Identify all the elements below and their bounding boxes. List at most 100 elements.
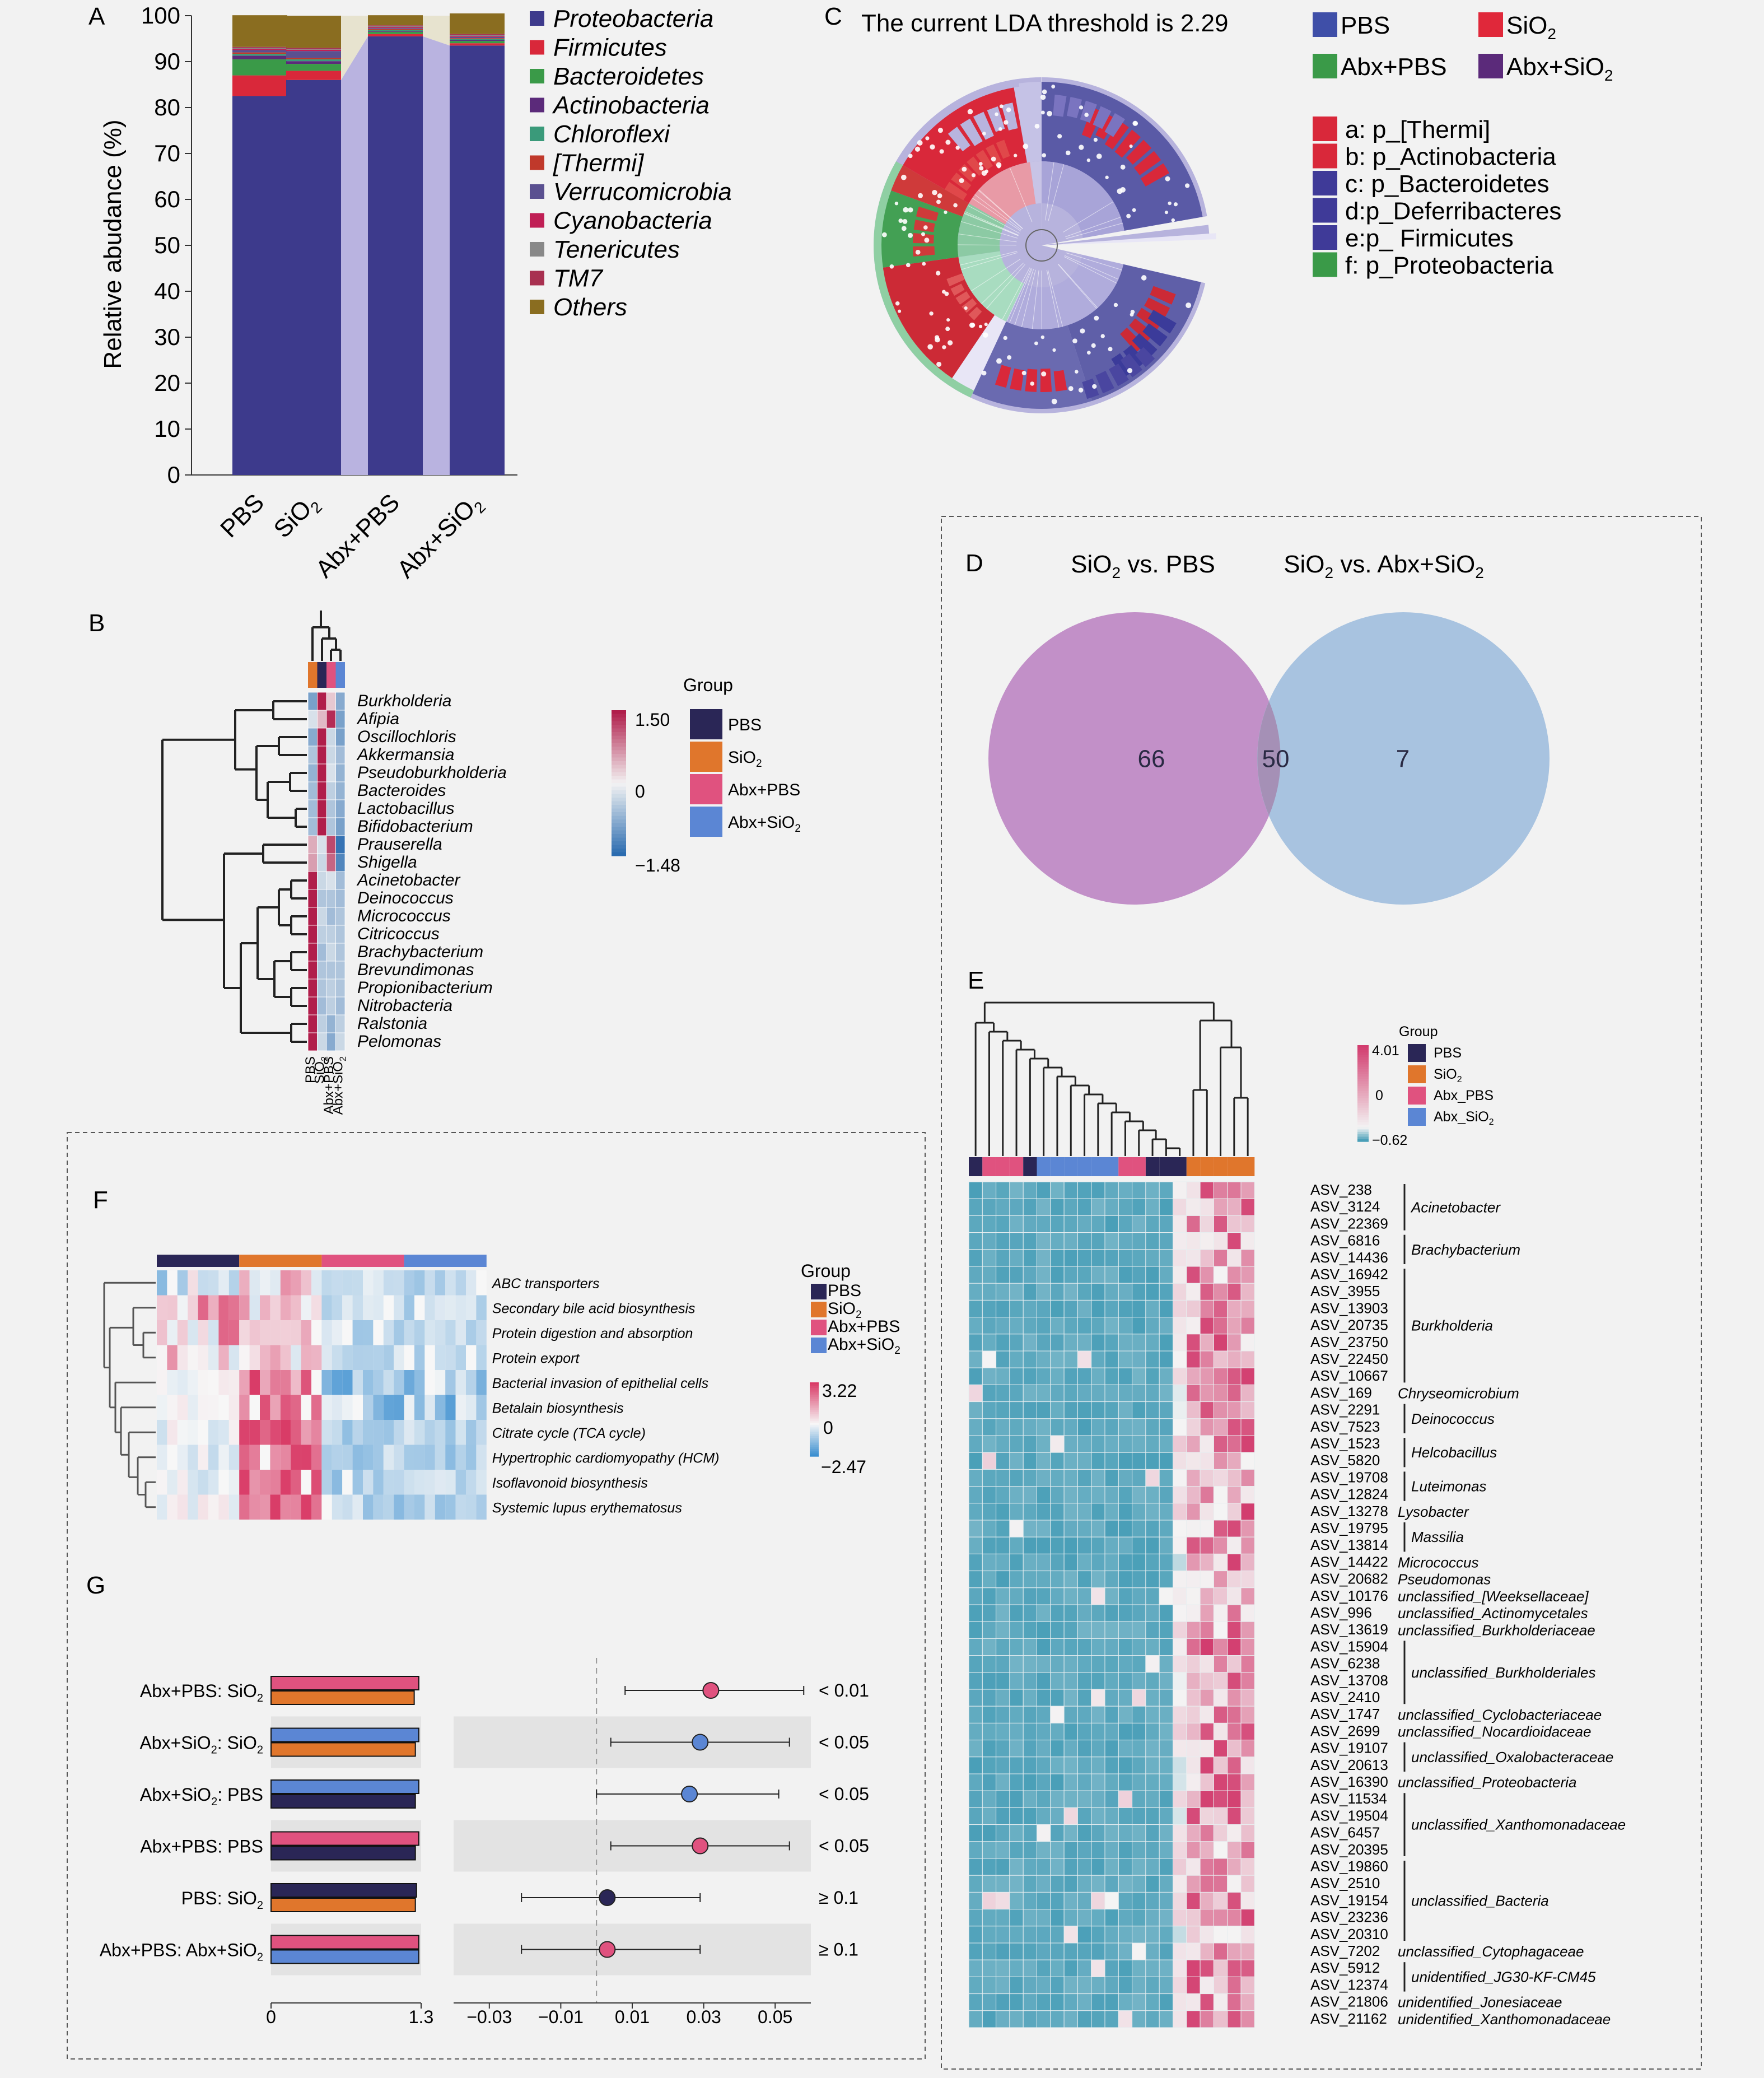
- heatmap-cell: [1132, 1672, 1146, 1690]
- colorbar-step: [612, 714, 626, 718]
- heatmap-cell: [1091, 1706, 1105, 1723]
- clade-sector: [995, 365, 1011, 388]
- heatmap-cell: [167, 1320, 178, 1345]
- heatmap-cell: [1186, 1706, 1201, 1723]
- heatmap-cell: [968, 1807, 983, 1825]
- heatmap-cell: [1159, 1571, 1173, 1588]
- group-annotation-cell: [1077, 1157, 1091, 1176]
- clade-node: [1126, 213, 1131, 218]
- heatmap-cell: [968, 1672, 983, 1690]
- heatmap-cell: [208, 1345, 219, 1370]
- heatmap-cell: [326, 925, 336, 944]
- heatmap-cell: [1118, 1299, 1133, 1318]
- bar-segment-proteobacteria: [450, 45, 505, 476]
- heatmap-cell: [996, 1198, 1010, 1216]
- heatmap-cell: [1145, 1604, 1160, 1622]
- heatmap-cell: [1132, 1520, 1146, 1537]
- clade-branch: [1009, 268, 1033, 323]
- heatmap-cell: [291, 1420, 301, 1445]
- heatmap-cell: [1213, 1587, 1228, 1605]
- clade-node: [1051, 85, 1056, 88]
- panel-a-ytick-label: 40: [154, 278, 180, 304]
- heatmap-cell: [1240, 1638, 1255, 1656]
- heatmap-cell: [1240, 1469, 1255, 1487]
- heatmap-cell: [1063, 1486, 1078, 1504]
- heatmap-cell: [1173, 1689, 1187, 1707]
- heatmap-cell: [301, 1295, 311, 1320]
- heatmap-cell: [1118, 1604, 1133, 1622]
- heatmap-cell: [352, 1445, 363, 1470]
- heatmap-cell: [1213, 1249, 1228, 1267]
- heatmap-cell: [218, 1420, 229, 1445]
- heatmap-cell: [352, 1320, 363, 1345]
- clade-node: [971, 173, 976, 178]
- colorbar-step: [1357, 1131, 1369, 1135]
- heatmap-cell: [1213, 1283, 1228, 1301]
- heatmap-cell: [1009, 1334, 1024, 1352]
- clade-node: [970, 323, 976, 328]
- clade-node: [921, 232, 925, 236]
- group-annotation-cell: [335, 662, 345, 688]
- clade-label: f: p_Proteobacteria: [1345, 252, 1553, 279]
- heatmap-cell: [1023, 1401, 1037, 1419]
- heatmap-cell: [1104, 1587, 1119, 1605]
- heatmap-cell: [1200, 1587, 1214, 1605]
- panel-label-b: B: [88, 609, 105, 637]
- heatmap-cell: [1037, 1875, 1051, 1893]
- heatmap-cell: [996, 1773, 1010, 1791]
- heatmap-cell: [270, 1370, 281, 1395]
- panel-label-e: E: [968, 967, 984, 994]
- heatmap-row-label: Shigella: [357, 853, 417, 872]
- heatmap-cell: [1091, 1621, 1105, 1639]
- colorbar-step: [1357, 1081, 1369, 1084]
- heatmap-cell: [228, 1370, 240, 1395]
- heatmap-cell: [1091, 1740, 1105, 1758]
- heatmap-cell: [982, 1756, 997, 1774]
- heatmap-cell: [414, 1270, 425, 1296]
- heatmap-cell: [1186, 1452, 1201, 1470]
- group-annotation-cell: [1023, 1157, 1037, 1176]
- colorbar-step: [810, 1387, 819, 1390]
- clade-sector: [1132, 333, 1158, 358]
- heatmap-cell: [270, 1470, 281, 1495]
- heatmap-cell: [982, 1536, 997, 1554]
- heatmap-cell: [1104, 1418, 1119, 1436]
- colorbar-step: [810, 1428, 819, 1431]
- heatmap-cell: [239, 1494, 250, 1520]
- clade-node: [953, 203, 958, 208]
- colorbar-step: [612, 721, 626, 725]
- heatmap-cell: [1145, 1722, 1160, 1741]
- heatmap-cell: [982, 1401, 997, 1419]
- heatmap-cell: [317, 710, 327, 729]
- heatmap-row-label: Micrococcus: [357, 907, 451, 925]
- heatmap-cell: [1227, 1367, 1242, 1385]
- clade-branch: [1063, 201, 1114, 233]
- heatmap-cell: [1009, 1993, 1024, 2011]
- panel-f-g-frame: [67, 1132, 926, 2060]
- heatmap-cell: [1009, 1722, 1024, 1741]
- clade-node: [922, 262, 926, 266]
- heatmap-cell: [1200, 1926, 1214, 1944]
- heatmap-cell: [260, 1295, 270, 1320]
- heatmap-cell: [1009, 1891, 1024, 1910]
- heatmap-cell: [383, 1445, 394, 1470]
- clade-label: a: p_[Thermi]: [1345, 116, 1490, 143]
- heatmap-cell: [1186, 1215, 1201, 1233]
- group-annotation-cell: [1159, 1157, 1173, 1176]
- heatmap-cell: [996, 1824, 1010, 1842]
- heatmap-cell: [466, 1494, 477, 1520]
- colorbar-step: [612, 816, 626, 820]
- bar-segment-tm7: [286, 48, 341, 49]
- heatmap-cell: [1104, 1722, 1119, 1741]
- heatmap-cell: [301, 1395, 311, 1420]
- heatmap-cell: [1037, 1283, 1051, 1301]
- heatmap-cell: [1091, 1334, 1105, 1352]
- asv-label: ASV_22369: [1310, 1215, 1388, 1232]
- left-xtick-label: 1.3: [409, 2007, 433, 2027]
- heatmap-cell: [1200, 2010, 1214, 2028]
- heatmap-cell: [1050, 1232, 1065, 1250]
- venn-left-title: SiO2 vs. PBS: [1071, 551, 1215, 581]
- clade-node: [991, 156, 996, 162]
- heatmap-cell: [1200, 1740, 1214, 1758]
- heatmap-cell: [1037, 1807, 1051, 1825]
